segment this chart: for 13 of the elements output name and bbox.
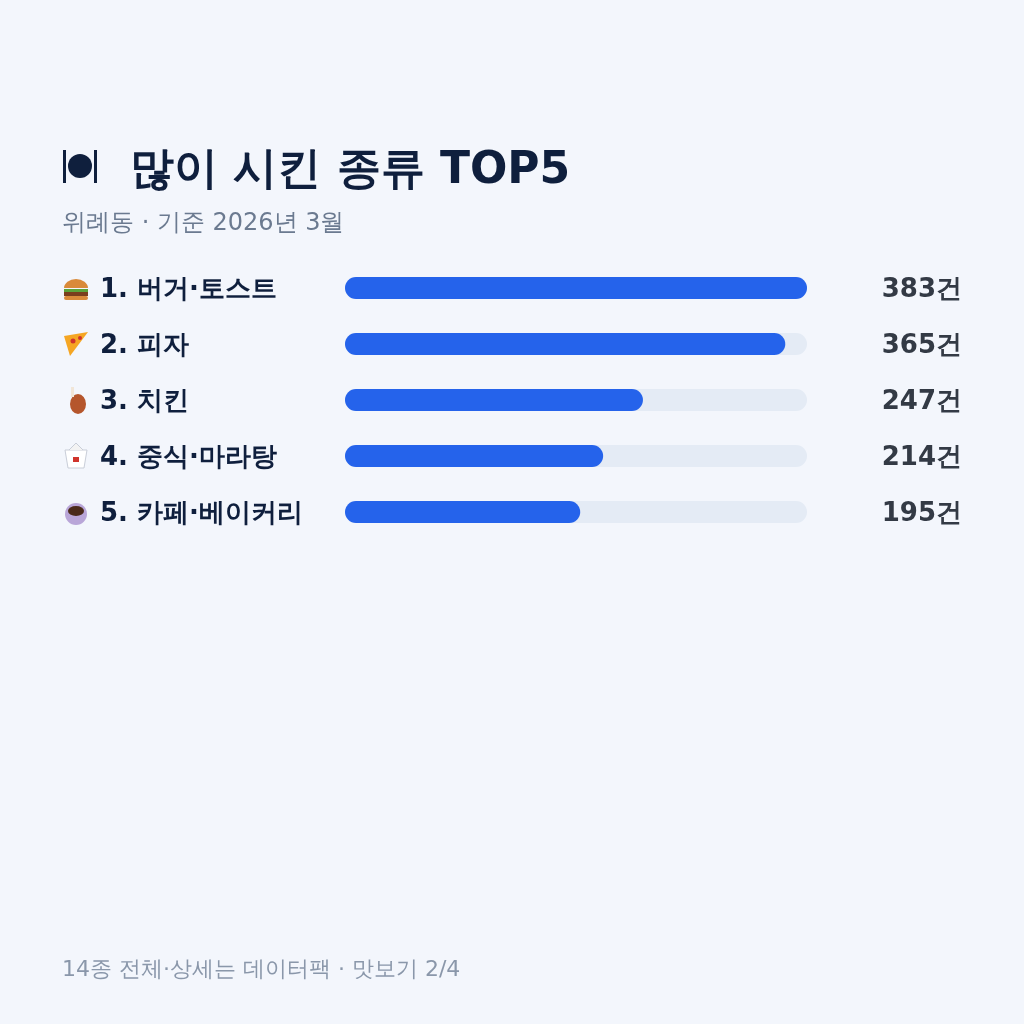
data-label: 214건	[881, 441, 962, 472]
chart-subtitle: 위례동 · 기준 2026년 3월	[62, 208, 345, 236]
data-label: 365건	[881, 329, 962, 360]
y-tick-label: 2. 피자	[100, 329, 190, 360]
chart-title: 많이 시킨 종류 TOP5	[130, 142, 571, 193]
data-label: 383건	[881, 273, 962, 304]
text: 14종 전체·상세는 데이터팩 · 맛보기 2/4	[62, 956, 461, 981]
data-label: 195건	[881, 497, 962, 528]
data-label: 247건	[881, 385, 962, 416]
y-tick-label: 4. 중식·마라탕	[100, 441, 277, 472]
y-tick-label: 1. 버거·토스트	[100, 273, 277, 304]
y-tick-label: 3. 치킨	[100, 385, 190, 416]
y-tick-label: 5. 카페·베이커리	[100, 497, 303, 528]
